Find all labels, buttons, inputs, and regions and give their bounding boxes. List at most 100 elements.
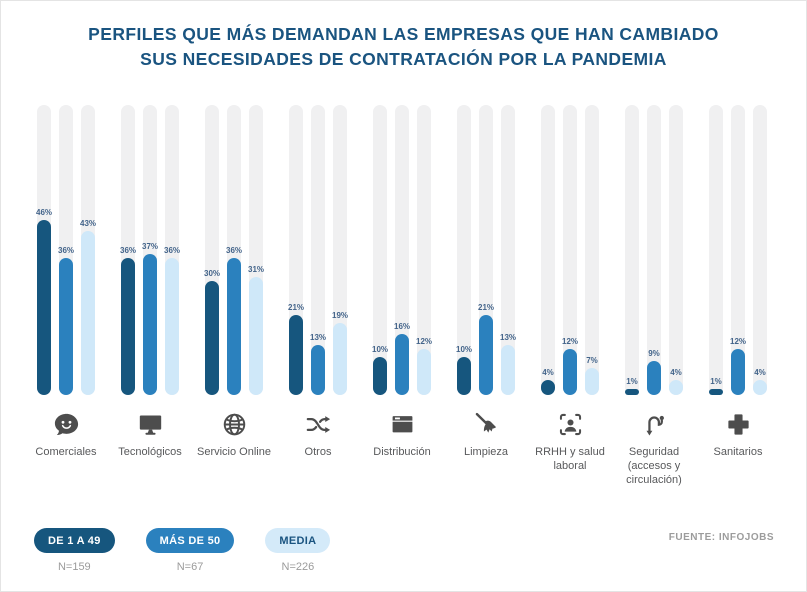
value-label: 12% <box>729 337 747 347</box>
bar-group: 21% 13% 19% <box>287 104 349 395</box>
bar-group: 1% 9% 4% <box>625 104 683 395</box>
value-label: 13% <box>309 333 327 343</box>
category-label: RRHH y salud laboral <box>535 445 605 473</box>
bar-track: 7% <box>585 104 599 395</box>
bar-group: 1% 12% 4% <box>709 104 767 395</box>
broom-icon <box>473 411 500 438</box>
bar <box>753 379 767 395</box>
bar-track: 37% <box>141 104 159 395</box>
legend-pill-media: MEDIA <box>265 528 331 553</box>
legend-item-media: MEDIA N=226 <box>265 528 331 573</box>
category-group: 46% 36% 43% Comerciales <box>24 104 108 488</box>
bar-track: 36% <box>225 104 243 395</box>
bar <box>709 388 723 395</box>
bar-group: 30% 36% 31% <box>203 104 265 395</box>
legend: DE 1 A 49 N=159 MÁS DE 50 N=67 MEDIA N=2… <box>34 528 331 573</box>
value-label: 19% <box>331 310 349 320</box>
bar-track: 10% <box>372 104 388 395</box>
value-label: 1% <box>626 376 638 386</box>
bar <box>205 280 219 395</box>
category-label: Comerciales <box>35 445 97 458</box>
bar <box>59 257 73 395</box>
value-label: 36% <box>57 245 75 255</box>
bar <box>501 345 515 395</box>
bar-track: 46% <box>35 104 53 395</box>
medical-cross-icon <box>725 411 752 438</box>
value-label: 31% <box>247 264 265 274</box>
bar <box>249 276 263 395</box>
bar-chart: 46% 36% 43% Comerciales 36% 37% 36% Tecnológico… <box>1 104 806 488</box>
bar-track: 4% <box>669 104 683 395</box>
bar <box>731 349 745 395</box>
bar-track: 9% <box>647 104 661 395</box>
bar-track: 16% <box>394 104 410 395</box>
bar-track: 36% <box>163 104 181 395</box>
bar <box>585 368 599 395</box>
bar <box>647 360 661 395</box>
legend-n-mas-de-50: N=67 <box>176 561 204 573</box>
bar-group: 10% 16% 12% <box>372 104 433 395</box>
value-label: 10% <box>455 344 473 354</box>
shuffle-icon <box>305 411 332 438</box>
route-icon <box>641 411 668 438</box>
category-group: 30% 36% 31% Servicio Online <box>192 104 276 488</box>
value-label: 37% <box>141 242 159 252</box>
bar-track: 12% <box>729 104 747 395</box>
bar-track: 12% <box>415 104 433 395</box>
chart-title: PERFILES QUE MÁS DEMANDAN LAS EMPRESAS Q… <box>1 22 806 73</box>
bar <box>417 349 431 395</box>
category-group: 10% 21% 13% Limpieza <box>444 104 528 488</box>
bar-track: 21% <box>478 104 494 395</box>
bar <box>289 314 303 395</box>
category-group: 36% 37% 36% Tecnológicos <box>108 104 192 488</box>
monitor-icon <box>137 411 164 438</box>
bar-group: 46% 36% 43% <box>35 104 97 395</box>
bar-track: 1% <box>625 104 639 395</box>
bar-track: 21% <box>287 104 305 395</box>
category-label: Distribución <box>373 445 431 458</box>
chart-title-line2: SUS NECESIDADES DE CONTRATACIÓN POR LA P… <box>140 49 667 70</box>
chart-title-line1: PERFILES QUE MÁS DEMANDAN LAS EMPRESAS Q… <box>88 24 719 44</box>
source-text: FUENTE: INFOJOBS <box>668 532 774 543</box>
category-label: Limpieza <box>463 445 509 458</box>
bar-track: 13% <box>309 104 327 395</box>
value-label: 36% <box>163 245 181 255</box>
bar-track: 36% <box>57 104 75 395</box>
bar-group: 4% 12% 7% <box>541 104 599 395</box>
value-label: 12% <box>415 337 433 347</box>
bar <box>37 219 51 395</box>
value-label: 43% <box>79 219 97 229</box>
bar <box>563 349 577 395</box>
category-label: Servicio Online <box>197 445 271 458</box>
bar <box>395 333 409 395</box>
package-icon <box>389 411 416 438</box>
value-label: 4% <box>754 367 766 377</box>
bar <box>373 356 387 395</box>
bar-track: 31% <box>247 104 265 395</box>
chat-smiley-icon <box>53 411 80 438</box>
value-label: 4% <box>542 367 554 377</box>
bar <box>669 379 683 395</box>
category-label: Sanitarios <box>713 445 763 458</box>
globe-icon <box>221 411 248 438</box>
value-label: 36% <box>225 245 243 255</box>
bar <box>81 231 95 395</box>
bar <box>625 388 639 395</box>
bar <box>311 345 325 395</box>
value-label: 21% <box>287 302 305 312</box>
value-label: 9% <box>648 348 660 358</box>
value-label: 46% <box>35 207 53 217</box>
bar <box>541 379 555 395</box>
bar-track: 30% <box>203 104 221 395</box>
category-group: 1% 12% 4% Sanitarios <box>696 104 780 488</box>
bar-track: 19% <box>331 104 349 395</box>
value-label: 1% <box>710 376 722 386</box>
bar-track: 36% <box>120 104 136 395</box>
bar-track: 1% <box>709 104 723 395</box>
bar-track: 13% <box>500 104 516 395</box>
legend-pill-de-1-a-49: DE 1 A 49 <box>34 528 115 553</box>
value-label: 30% <box>203 268 221 278</box>
bar-track: 4% <box>753 104 767 395</box>
category-label: Seguridad (accesos y circulación) <box>626 445 682 487</box>
